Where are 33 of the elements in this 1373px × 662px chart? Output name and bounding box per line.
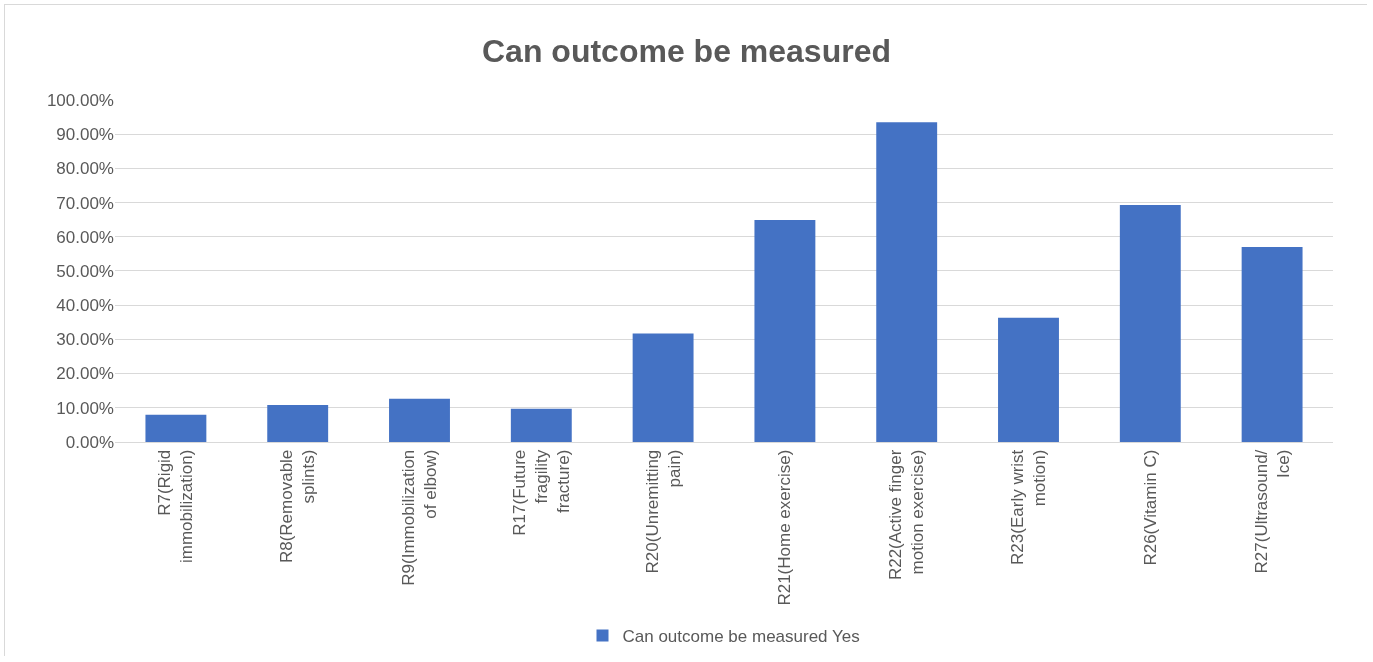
- y-tick-label: 0.00%: [65, 432, 114, 452]
- y-tick-label: 80.00%: [56, 159, 114, 179]
- x-tick-label: R22(Active finger motion exercise): [886, 449, 928, 581]
- y-tick-label: 40.00%: [56, 296, 114, 316]
- x-tick-label: R9(Immobilization of elbow): [398, 449, 441, 586]
- x-tick-label: R8(Removable splints): [277, 449, 319, 564]
- legend-label: Can outcome be measured Yes: [622, 627, 860, 647]
- x-tick-label: R7(Rigid immobilization): [155, 449, 197, 564]
- bar: [510, 408, 572, 442]
- y-tick-label: 90.00%: [56, 125, 114, 145]
- x-tick-label: R20(Unremitting pain): [642, 449, 684, 574]
- x-tick-label: R23(Early wrist motion): [1007, 449, 1050, 565]
- chart-title: Can outcome be measured: [482, 32, 891, 69]
- y-tick-label: 50.00%: [56, 261, 114, 281]
- y-tick-label: 20.00%: [56, 364, 114, 384]
- bar: [389, 398, 450, 442]
- bar: [876, 122, 938, 442]
- y-tick-label: 70.00%: [56, 193, 114, 213]
- y-tick-label: 60.00%: [56, 227, 114, 247]
- bar: [998, 317, 1059, 442]
- bar: [1119, 204, 1181, 442]
- y-tick-label: 100.00%: [46, 90, 114, 110]
- x-tick-label: R27(Ultrasound/ Ice): [1251, 449, 1293, 574]
- bar: [267, 404, 329, 442]
- bar: [632, 333, 694, 442]
- bar: [1241, 247, 1303, 442]
- x-tick-label: R21(Home exercise): [775, 449, 795, 606]
- y-tick-label: 30.00%: [56, 330, 114, 350]
- bar: [754, 220, 816, 442]
- y-tick-label: 10.00%: [56, 398, 114, 418]
- x-tick-label: R26(Vitamin C): [1140, 449, 1160, 566]
- x-tick-label: R17(Future fragility fracture): [509, 449, 573, 536]
- bar: [145, 414, 207, 442]
